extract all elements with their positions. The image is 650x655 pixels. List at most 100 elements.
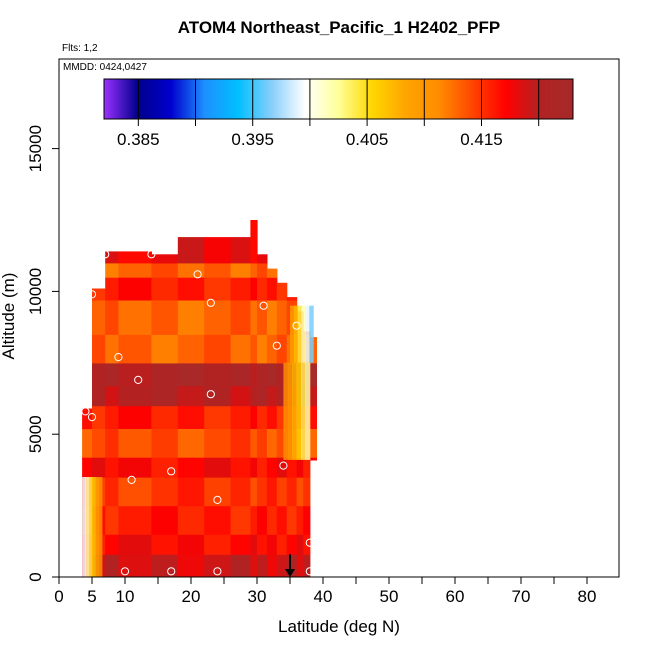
- sample-point: [279, 461, 288, 470]
- y-tick-label: 0: [26, 572, 45, 581]
- sample-markers: [81, 250, 314, 576]
- heatmap-cell: [177, 385, 205, 407]
- colorbar-tick-label: 0.395: [231, 130, 274, 149]
- sample-point: [167, 467, 176, 476]
- sample-point: [114, 353, 123, 362]
- heatmap-cell: [286, 554, 298, 577]
- heatmap-cell: [257, 428, 268, 458]
- heatmap-cell: [250, 477, 258, 507]
- heatmap-cell: [286, 505, 298, 535]
- heatmap-cell: [204, 277, 232, 301]
- chart-title: ATOM4 Northeast_Pacific_1 H2402_PFP: [178, 18, 501, 37]
- heatmap-cell: [276, 477, 288, 507]
- heatmap-edge-cell: [92, 477, 96, 577]
- heatmap-cell: [257, 477, 268, 507]
- heatmap-cell: [92, 362, 106, 387]
- x-axis-label: Latitude (deg N): [278, 617, 400, 636]
- heatmap-edge-cell: [296, 362, 302, 460]
- heatmap-cell: [250, 262, 258, 278]
- heatmap-cell: [266, 334, 278, 364]
- heatmap-cell: [151, 457, 179, 478]
- heatmap-cell: [177, 554, 205, 577]
- heatmap-cell: [230, 300, 251, 335]
- heatmap-cell: [151, 254, 179, 264]
- x-tick-label: 80: [578, 587, 597, 606]
- y-tick-label: 15000: [26, 125, 45, 172]
- heatmap-cell: [266, 505, 278, 535]
- heatmap-edge-cell: [283, 362, 289, 460]
- y-tick-label: 5000: [26, 415, 45, 453]
- heatmap-cell: [303, 554, 311, 577]
- heatmap-cell: [204, 385, 232, 407]
- heatmap-cell: [276, 362, 288, 387]
- heatmap-cell: [286, 477, 298, 507]
- x-tick-label: 50: [380, 587, 399, 606]
- heatmap-edge-cell: [301, 362, 306, 460]
- heatmap-edge-cell: [309, 305, 314, 363]
- heatmap-cell: [82, 408, 93, 430]
- heatmap-cell: [257, 385, 268, 407]
- heatmap-cell: [303, 505, 311, 535]
- heatmap-cell: [92, 300, 106, 335]
- heatmap-cell: [204, 262, 232, 278]
- heatmap-cell: [118, 428, 152, 458]
- arrow-head: [285, 569, 295, 577]
- plot-frame: [58, 58, 620, 578]
- heatmap-cell: [309, 385, 317, 407]
- heatmap-cell: [266, 385, 278, 407]
- heatmap-cell: [266, 268, 278, 278]
- sample-point: [87, 413, 97, 422]
- heatmap-cell: [177, 505, 205, 535]
- heatmap-cell: [105, 362, 119, 387]
- heatmap-cell: [177, 262, 205, 278]
- heatmap-cell: [257, 405, 268, 429]
- sample-point: [213, 567, 222, 576]
- heatmap-cell: [92, 428, 106, 458]
- heatmap-cell: [82, 428, 93, 458]
- heatmap-cell: [230, 262, 251, 278]
- heatmap-cell: [177, 237, 205, 264]
- sample-point: [292, 321, 301, 330]
- heatmap-cell: [276, 385, 288, 407]
- sample-point: [127, 475, 136, 484]
- heatmap-cell: [151, 300, 179, 335]
- heatmap-cell: [250, 334, 258, 364]
- heatmap-cell: [250, 220, 258, 264]
- heatmap-cell: [230, 334, 251, 364]
- heatmap-cell: [250, 505, 258, 535]
- heatmap-cell: [266, 405, 278, 429]
- heatmap-cell: [105, 428, 119, 458]
- heatmap-cell: [105, 554, 119, 577]
- y-axis: 0 5000 10000 15000: [26, 125, 59, 582]
- sample-point: [167, 567, 176, 576]
- heatmap-cell: [230, 277, 251, 301]
- heatmap-edge-cell: [305, 362, 311, 460]
- heatmap-cell: [105, 385, 119, 407]
- heatmap-cell: [92, 334, 106, 364]
- heatmap-cell: [276, 282, 288, 301]
- heatmap-cell: [230, 362, 251, 387]
- heatmap-cell: [266, 300, 278, 335]
- flights-note: Flts: 1,2: [62, 43, 98, 54]
- heatmap-cell: [105, 457, 119, 478]
- heatmap-cell: [286, 534, 298, 555]
- heatmap-cell: [105, 300, 119, 335]
- heatmap-cell: [151, 505, 179, 535]
- heatmap-cell: [266, 428, 278, 458]
- heatmap-cell: [296, 505, 304, 535]
- heatmap-cell: [204, 477, 232, 507]
- heatmap-cell: [250, 554, 258, 577]
- sample-point: [134, 375, 143, 384]
- heatmap-edge-cell: [293, 305, 299, 363]
- heatmap-cell: [309, 428, 317, 458]
- heatmap-cell: [151, 277, 179, 301]
- heatmap-cell: [296, 477, 304, 507]
- heatmap-cell: [151, 334, 179, 364]
- heatmap-edge-cell: [95, 477, 100, 577]
- heatmap-cell: [118, 300, 152, 335]
- heatmap-cell: [151, 477, 179, 507]
- heatmap-cell: [266, 457, 278, 478]
- y-tick-label: 10000: [26, 268, 45, 315]
- heatmap-cell: [266, 534, 278, 555]
- heatmap-cell: [204, 534, 232, 555]
